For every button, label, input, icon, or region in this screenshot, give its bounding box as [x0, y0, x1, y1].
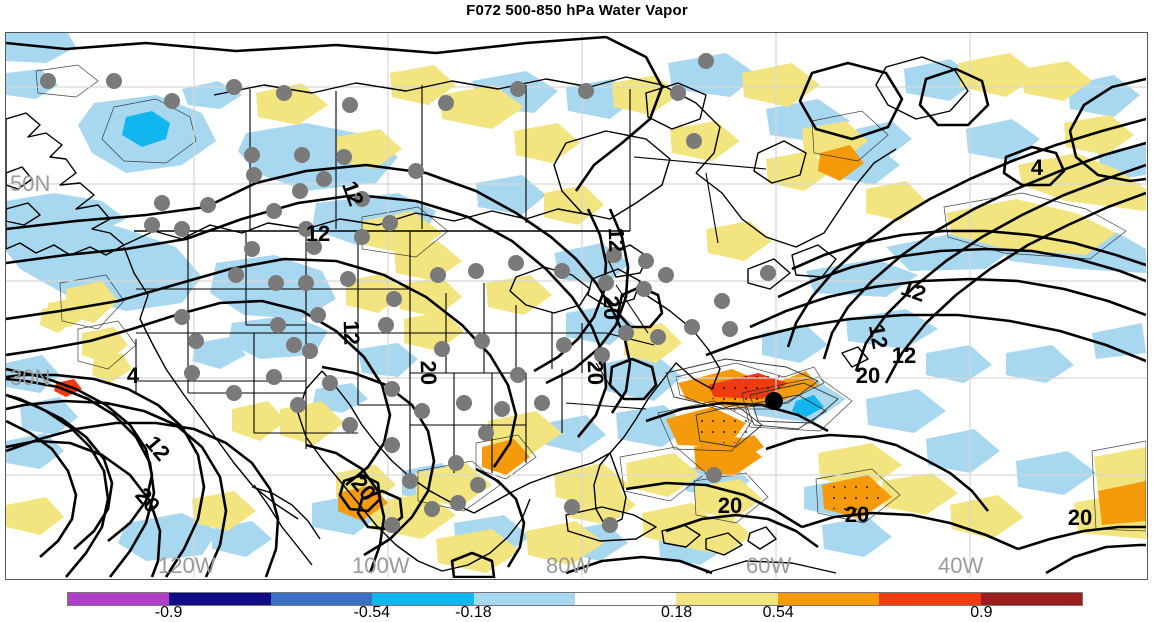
lon-label-40w: 40W: [938, 553, 983, 578]
colorbar-segment-4: [473, 593, 576, 605]
lon-label-60w: 60W: [746, 553, 791, 578]
contour-label-12-9: 12: [339, 320, 365, 345]
lat-label-30n: 30N: [10, 365, 50, 390]
colorbar-label-2: -0.18: [455, 604, 492, 621]
colorbar-segment-5: [575, 593, 677, 605]
colorbar-segment-3: [372, 593, 474, 605]
contour-lines: [6, 35, 1146, 578]
storm-center-marker[interactable]: [765, 392, 783, 410]
contour-label-20-8: 20: [599, 295, 625, 320]
lat-label-50n: 50N: [10, 171, 50, 196]
colorbar-segment-1: [169, 593, 271, 605]
colorbar-label-3: 0.18: [661, 604, 693, 621]
graticule: [6, 33, 1146, 578]
colorbar-segment-9: [980, 593, 1083, 605]
contour-label-12-5: 12: [864, 322, 893, 350]
map-plot-area[interactable]: 50N 30N 120W 100W 80W 60W 40W 12 12 12 4 12 1…: [5, 32, 1148, 580]
colorbar-label-1: -0.54: [353, 604, 391, 621]
contour-label-12-6: 12: [892, 343, 916, 368]
contour-label-20-7: 20: [856, 363, 880, 388]
contour-label-20-10: 20: [416, 360, 442, 385]
contour-label-20-18: 20: [1068, 505, 1092, 530]
contour-label-4-3: 4: [1031, 155, 1044, 180]
page-title: F072 500-850 hPa Water Vapor: [466, 2, 688, 19]
contour-label-12-1: 12: [306, 221, 330, 246]
contour-label-20-17: 20: [845, 502, 869, 527]
colorbar-tick-labels: -0.9 -0.54 -0.18 0.18 0.54 0.9: [0, 604, 1154, 622]
contour-label-12-2: 12: [604, 227, 630, 252]
colorbar[interactable]: [67, 592, 1083, 606]
station-markers[interactable]: [40, 53, 776, 533]
secondary-contours: [665, 358, 839, 448]
colorbar-segment-8: [879, 593, 981, 605]
colorbar-label-5: 0.9: [970, 604, 993, 621]
colorbar-segment-2: [270, 593, 373, 605]
lon-label-100w: 100W: [352, 553, 410, 578]
contour-label-20-16: 20: [718, 493, 742, 518]
colorbar-segment-7: [777, 593, 880, 605]
contour-label-4-12: 4: [127, 363, 140, 388]
colorbar-label-0: -0.9: [154, 604, 183, 621]
grid-labels: 50N 30N 120W 100W 80W 60W 40W: [10, 171, 983, 578]
colorbar-segment-6: [676, 593, 778, 605]
lon-label-80w: 80W: [546, 553, 591, 578]
colorbar-segment-0: [68, 593, 170, 605]
colorbar-label-4: 0.54: [762, 604, 794, 621]
contour-label-20-11: 20: [583, 360, 609, 385]
lon-label-120w: 120W: [158, 553, 216, 578]
